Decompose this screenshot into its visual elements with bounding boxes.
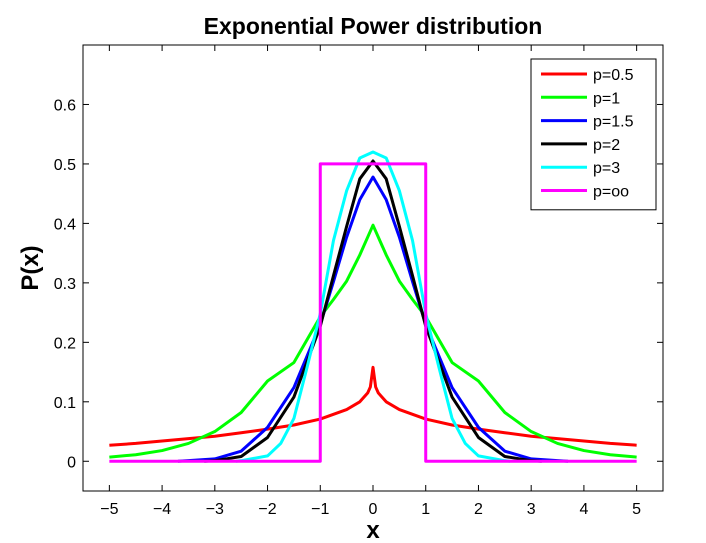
x-tick-label: 3 (527, 501, 536, 518)
series-line-4 (235, 150, 511, 463)
series-line-0 (109, 365, 637, 447)
legend-label: p=3 (593, 160, 620, 177)
x-tick-label: −2 (258, 501, 276, 518)
legend-label: p=1.5 (593, 114, 634, 131)
series-line-2 (177, 175, 569, 463)
x-tick-label: −5 (100, 501, 118, 518)
axis-ticks: −5 −4 −3 −2 −1 0 1 2 3 4 5 0 0.1 0.2 0.3 0.4 0.5 0.6 (54, 45, 663, 518)
y-axis-label: P(x) (17, 245, 44, 290)
legend-label: p=oo (593, 184, 629, 201)
x-tick-label: −1 (311, 501, 329, 518)
y-tick-label: 0 (67, 454, 76, 471)
x-tick-label: 0 (369, 501, 378, 518)
x-tick-label: −4 (153, 501, 171, 518)
y-tick-label: 0.1 (54, 395, 76, 412)
x-tick-label: −3 (206, 501, 224, 518)
series-line-3 (204, 159, 542, 463)
legend-label: p=2 (593, 137, 620, 154)
y-tick-label: 0.2 (54, 335, 76, 352)
x-tick-label: 5 (632, 501, 641, 518)
x-tick-label: 4 (579, 501, 588, 518)
series-line-1 (109, 223, 637, 459)
legend: p=0.5 p=1 p=1.5 p=2 p=3 p=oo (530, 58, 657, 211)
y-tick-label: 0.3 (54, 276, 76, 293)
legend-label: p=1 (593, 90, 620, 107)
series-line-5 (109, 162, 637, 463)
series-layer (109, 150, 637, 463)
y-tick-label: 0.5 (54, 157, 76, 174)
x-tick-label: 1 (421, 501, 430, 518)
legend-box (530, 58, 657, 211)
x-tick-label: 2 (474, 501, 483, 518)
y-tick-label: 0.6 (54, 97, 76, 114)
y-tick-label: 0.4 (54, 216, 76, 233)
chart-title: Exponential Power distribution (204, 13, 543, 39)
legend-label: p=0.5 (593, 67, 634, 84)
x-axis-label: x (366, 517, 380, 543)
